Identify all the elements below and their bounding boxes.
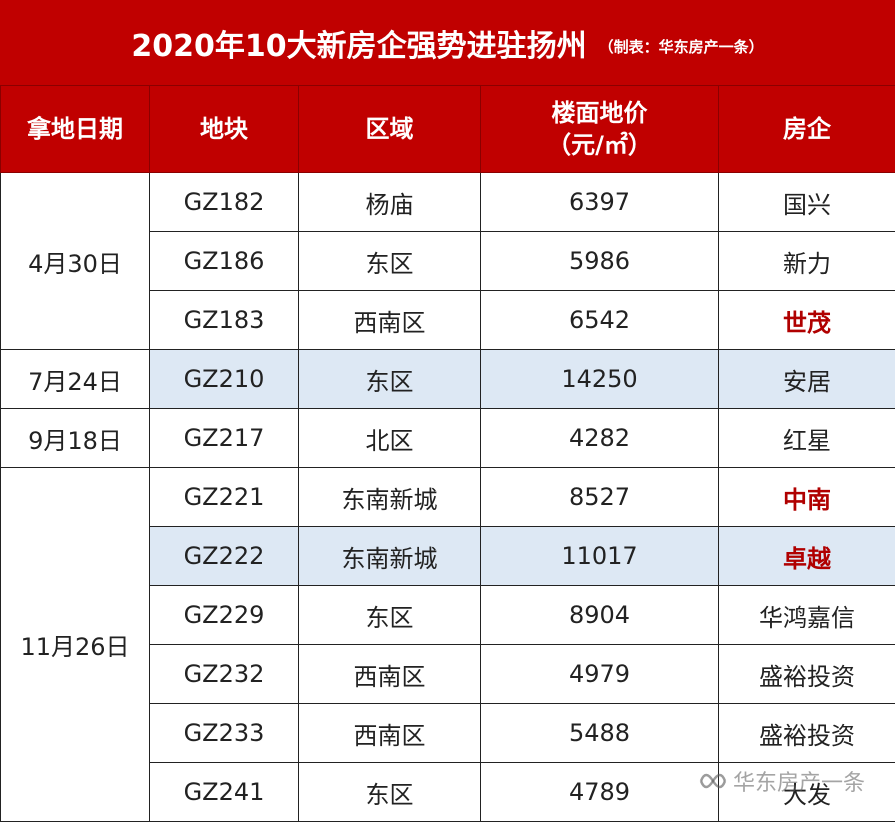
cell-plot: GZ210 — [150, 350, 299, 409]
cell-price: 6397 — [481, 173, 719, 232]
cell-plot: GZ183 — [150, 291, 299, 350]
cell-company: 红星 — [719, 409, 895, 468]
cell-plot: GZ217 — [150, 409, 299, 468]
watermark-text: 华东房产一条 — [733, 765, 865, 797]
cell-plot: GZ222 — [150, 527, 299, 586]
cell-area: 杨庙 — [299, 173, 481, 232]
header-area: 区域 — [299, 86, 481, 173]
cell-area: 东区 — [299, 763, 481, 822]
cell-company: 新力 — [719, 232, 895, 291]
cell-date: 9月18日 — [1, 409, 150, 468]
cell-price: 5986 — [481, 232, 719, 291]
cell-date: 7月24日 — [1, 350, 150, 409]
cell-area: 东区 — [299, 232, 481, 291]
cell-area: 西南区 — [299, 704, 481, 763]
cell-date: 11月26日 — [1, 468, 150, 822]
cell-price: 6542 — [481, 291, 719, 350]
title-bar: 2020年10大新房企强势进驻扬州 （制表：华东房产一条） — [0, 0, 895, 85]
header-row: 拿地日期 地块 区域 楼面地价 （元/㎡） 房企 — [1, 86, 895, 173]
header-price-label: 楼面地价 — [481, 97, 718, 129]
cell-company: 世茂 — [719, 291, 895, 350]
wechat-channel-icon — [699, 770, 727, 792]
header-price-unit: （元/㎡） — [481, 129, 718, 161]
cell-plot: GZ229 — [150, 586, 299, 645]
title-note: （制表：华东房产一条） — [599, 36, 764, 57]
cell-company: 国兴 — [719, 173, 895, 232]
cell-area: 东区 — [299, 586, 481, 645]
watermark: 华东房产一条 — [699, 765, 865, 797]
header-price: 楼面地价 （元/㎡） — [481, 86, 719, 173]
cell-price: 5488 — [481, 704, 719, 763]
header-company: 房企 — [719, 86, 895, 173]
cell-company: 安居 — [719, 350, 895, 409]
page-title: 2020年10大新房企强势进驻扬州 — [131, 21, 586, 65]
cell-plot: GZ233 — [150, 704, 299, 763]
cell-company: 华鸿嘉信 — [719, 586, 895, 645]
header-plot: 地块 — [150, 86, 299, 173]
cell-price: 4789 — [481, 763, 719, 822]
cell-area: 西南区 — [299, 291, 481, 350]
cell-plot: GZ182 — [150, 173, 299, 232]
cell-price: 11017 — [481, 527, 719, 586]
cell-price: 8904 — [481, 586, 719, 645]
cell-company: 卓越 — [719, 527, 895, 586]
cell-price: 4979 — [481, 645, 719, 704]
cell-plot: GZ186 — [150, 232, 299, 291]
cell-area: 东区 — [299, 350, 481, 409]
cell-company: 盛裕投资 — [719, 645, 895, 704]
cell-plot: GZ221 — [150, 468, 299, 527]
cell-price: 8527 — [481, 468, 719, 527]
cell-date: 4月30日 — [1, 173, 150, 350]
cell-plot: GZ241 — [150, 763, 299, 822]
cell-plot: GZ232 — [150, 645, 299, 704]
cell-area: 西南区 — [299, 645, 481, 704]
cell-area: 北区 — [299, 409, 481, 468]
header-date: 拿地日期 — [1, 86, 150, 173]
cell-area: 东南新城 — [299, 468, 481, 527]
cell-price: 4282 — [481, 409, 719, 468]
cell-area: 东南新城 — [299, 527, 481, 586]
cell-company: 中南 — [719, 468, 895, 527]
cell-price: 14250 — [481, 350, 719, 409]
cell-company: 盛裕投资 — [719, 704, 895, 763]
